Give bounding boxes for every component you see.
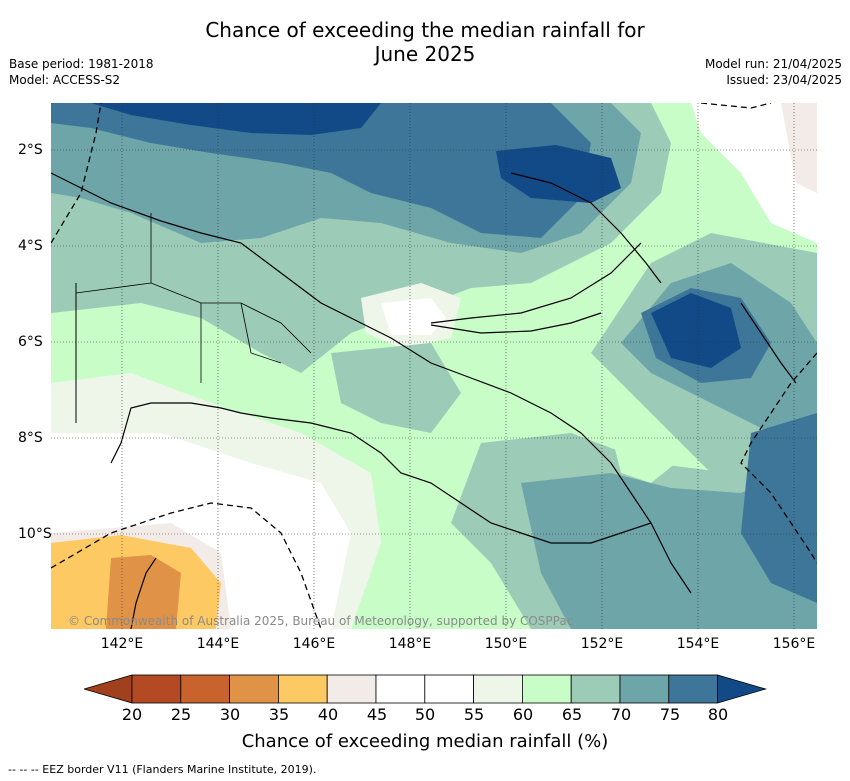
lat-tick-4s: 4°S xyxy=(18,238,43,254)
shade-light-green-south-pocket xyxy=(611,433,676,483)
shade-30-35-southwest xyxy=(106,555,181,629)
lon-tick-142: 142°E xyxy=(100,636,144,652)
shade-70-75-southeast xyxy=(521,463,817,629)
shade-45-55-northeast xyxy=(691,103,817,243)
colorbar-bin-35-40 xyxy=(277,674,328,704)
coastline-bougainville xyxy=(740,302,797,384)
lat-tick-8s: 8°S xyxy=(18,430,43,446)
colorbar-bin-45-50 xyxy=(375,674,426,704)
model-run-text: Model run: 21/04/2025 xyxy=(704,57,842,71)
base-period-text: Base period: 1981-2018 xyxy=(9,57,154,71)
colorbar-bin-65-70 xyxy=(570,674,621,704)
cb-tick-70: 70 xyxy=(610,705,632,724)
colorbar-bin-40-45 xyxy=(326,674,377,704)
lon-tick-150: 150°E xyxy=(484,636,528,652)
colorbar-bin-50-55 xyxy=(424,674,474,704)
cb-tick-35: 35 xyxy=(268,705,290,724)
model-info-right: Model run: 21/04/2025 Issued: 23/04/2025 xyxy=(705,56,842,88)
colorbar-bin-75-80 xyxy=(668,674,718,704)
graticule xyxy=(51,103,817,629)
lon-tick-156: 156°E xyxy=(772,636,816,652)
coastline-new-ireland xyxy=(510,172,662,284)
eez-border-north xyxy=(51,103,102,244)
lat-tick-2s: 2°S xyxy=(18,142,43,158)
shade-45-55-central xyxy=(381,298,446,335)
lon-tick-154: 154°E xyxy=(676,636,720,652)
cb-tick-60: 60 xyxy=(512,705,534,724)
lon-tick-152: 152°E xyxy=(580,636,624,652)
colorbar-bin-60-65 xyxy=(521,674,572,704)
issued-date-text: Issued: 23/04/2025 xyxy=(726,73,842,87)
shade-80plus-northwest xyxy=(91,103,381,135)
cb-tick-65: 65 xyxy=(561,705,583,724)
lat-tick-6s: 6°S xyxy=(18,334,43,350)
copyright-notice: © Commonwealth of Australia 2025, Bureau… xyxy=(68,614,574,628)
shade-80plus-north xyxy=(496,145,621,203)
coastline-new-britain xyxy=(430,242,642,334)
cb-tick-75: 75 xyxy=(659,705,681,724)
colorbar-label: Chance of exceeding median rainfall (%) xyxy=(241,731,609,752)
eez-legend-note: -- -- -- EEZ border V11 (Flanders Marine… xyxy=(8,763,317,776)
coastline-cape-york xyxy=(130,557,157,629)
model-name-text: Model: ACCESS-S2 xyxy=(9,73,121,87)
colorbar xyxy=(84,674,768,704)
colorbar-extend-low xyxy=(84,674,133,704)
colorbar-bin-70-75 xyxy=(619,674,670,704)
map-title: Chance of exceeding the median rainfall … xyxy=(205,18,645,66)
cb-tick-55: 55 xyxy=(463,705,485,724)
lon-tick-144: 144°E xyxy=(196,636,240,652)
eez-border-east xyxy=(700,103,817,564)
cb-tick-25: 25 xyxy=(170,705,192,724)
lat-tick-10s: 10°S xyxy=(18,526,52,542)
coastline-new-guinea xyxy=(51,172,692,594)
colorbar-bin-20-25 xyxy=(131,674,182,704)
cb-tick-20: 20 xyxy=(121,705,143,724)
cb-tick-80: 80 xyxy=(707,705,729,724)
model-info-left: Base period: 1981-2018 Model: ACCESS-S2 xyxy=(9,56,154,88)
lon-tick-146: 146°E xyxy=(292,636,336,652)
shade-80plus-east xyxy=(651,293,741,368)
cb-tick-30: 30 xyxy=(219,705,241,724)
colorbar-bin-25-30 xyxy=(180,674,231,704)
lon-tick-148: 148°E xyxy=(388,636,432,652)
cb-tick-45: 45 xyxy=(366,705,388,724)
shade-75-80-north xyxy=(51,103,591,238)
province-borders xyxy=(75,213,312,383)
cb-tick-50: 50 xyxy=(414,705,436,724)
colorbar-extend-high xyxy=(717,674,768,704)
shade-75-80-southeast xyxy=(741,413,817,603)
eez-border-south xyxy=(51,502,322,629)
cb-tick-40: 40 xyxy=(317,705,339,724)
shade-65-70-central xyxy=(331,343,461,433)
colorbar-bin-30-35 xyxy=(229,674,279,704)
colorbar-bin-55-60 xyxy=(473,674,523,704)
rainfall-map xyxy=(51,103,817,629)
shade-40-45-northeast xyxy=(781,103,817,193)
